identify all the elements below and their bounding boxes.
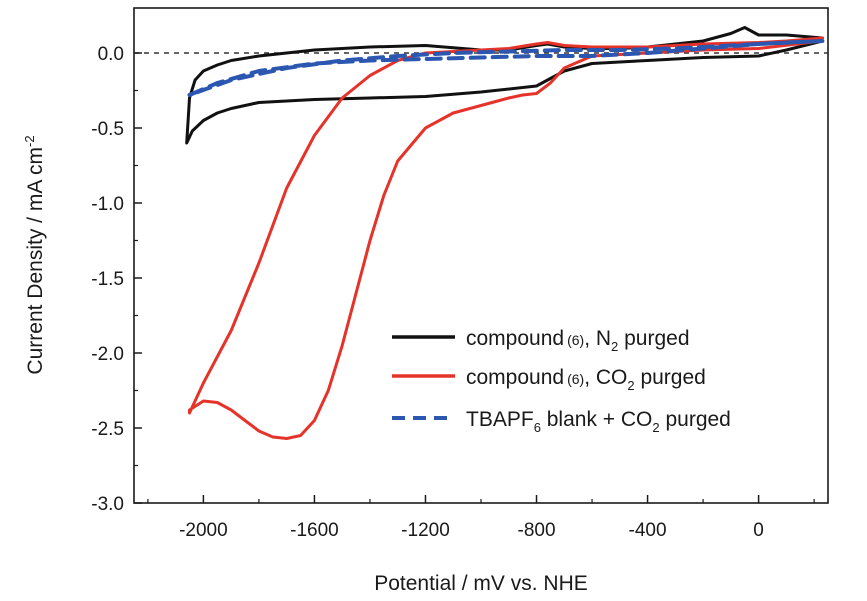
x-tick-label: -800 [518, 520, 556, 541]
y-tick-label: 0.0 [98, 44, 124, 65]
x-tick-label: 0 [753, 520, 764, 541]
series-line-2 [187, 39, 825, 97]
legend: compound (6), N2 purged compound (6), CO2 … [392, 327, 731, 435]
y-tick-label: -2.0 [91, 344, 124, 365]
legend-label-blank: TBAPF6 blank + CO2 purged [466, 408, 731, 435]
y-tick-label: -1.0 [91, 194, 124, 215]
x-tick-label: -1200 [401, 520, 450, 541]
x-axis-title: Potential / mV vs. NHE [374, 572, 588, 595]
series-layer [185, 26, 825, 440]
y-tick-label: -2.5 [91, 419, 124, 440]
axis-tick-labels: 0.0 -0.5 -1.0 -1.5 -2.0 -2.5 -3.0 -2000 -1600 -12… [91, 44, 764, 541]
y-tick-label: -3.0 [91, 494, 124, 515]
series-line-1 [188, 36, 824, 440]
y-tick-label: -1.5 [91, 269, 124, 290]
y-axis-title: Current Density / mA cm-2 [22, 135, 47, 374]
axis-ticks [134, 52, 815, 504]
x-tick-label: -1600 [290, 520, 339, 541]
y-tick-label: -0.5 [91, 119, 124, 140]
y-axis-title-sup: -2 [22, 135, 37, 147]
x-tick-label: -2000 [179, 520, 228, 541]
legend-label-n2: compound (6), N2 purged [466, 327, 690, 354]
legend-label-co2: compound (6), CO2 purged [466, 366, 706, 393]
y-axis-title-main: Current Density / mA cm [24, 147, 47, 375]
x-tick-label: -400 [629, 520, 667, 541]
